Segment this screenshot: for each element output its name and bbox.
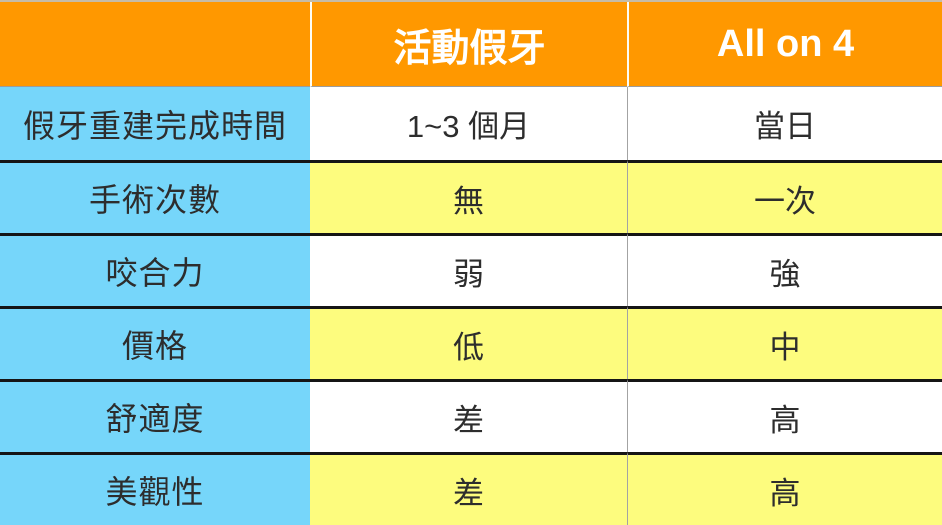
row-label-price: 價格 — [0, 306, 310, 379]
value-denture-bite-force: 弱 — [310, 233, 627, 306]
value-allon4-aesthetics: 高 — [627, 452, 942, 525]
value-denture-surgery-count: 無 — [310, 160, 627, 233]
header-all-on-4: All on 4 — [627, 2, 942, 87]
value-allon4-price: 中 — [627, 306, 942, 379]
header-removable-denture: 活動假牙 — [310, 2, 627, 87]
value-allon4-surgery-count: 一次 — [627, 160, 942, 233]
value-denture-completion-time: 1~3 個月 — [310, 87, 627, 160]
row-label-surgery-count: 手術次數 — [0, 160, 310, 233]
value-denture-aesthetics: 差 — [310, 452, 627, 525]
value-allon4-comfort: 高 — [627, 379, 942, 452]
value-denture-price: 低 — [310, 306, 627, 379]
value-allon4-bite-force: 強 — [627, 233, 942, 306]
header-corner-cell — [0, 2, 310, 87]
row-label-comfort: 舒適度 — [0, 379, 310, 452]
row-label-completion-time: 假牙重建完成時間 — [0, 87, 310, 160]
value-denture-comfort: 差 — [310, 379, 627, 452]
row-label-aesthetics: 美觀性 — [0, 452, 310, 525]
value-allon4-completion-time: 當日 — [627, 87, 942, 160]
row-label-bite-force: 咬合力 — [0, 233, 310, 306]
